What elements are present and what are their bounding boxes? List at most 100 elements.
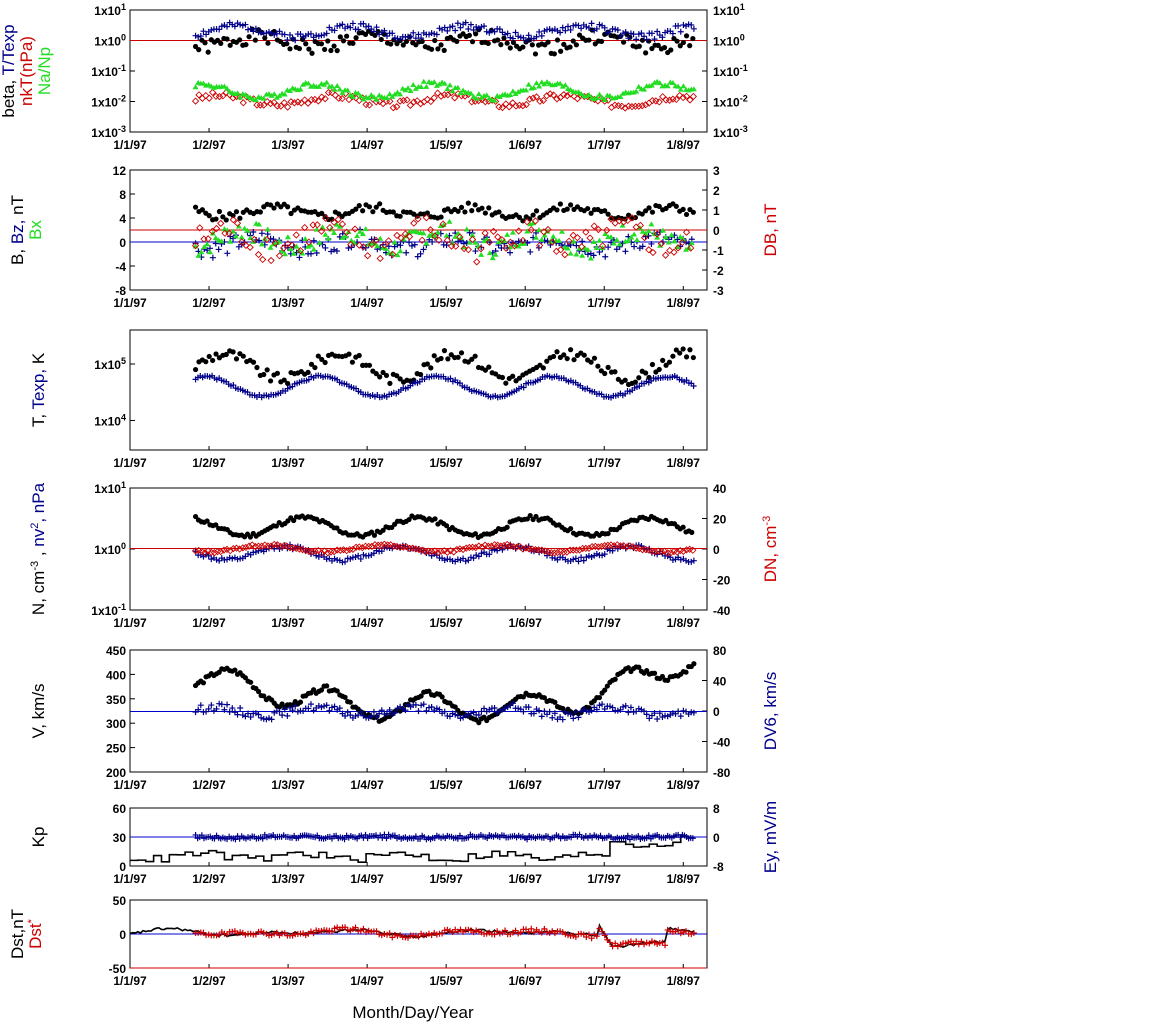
point-T bbox=[274, 370, 280, 376]
point-nkt bbox=[621, 104, 629, 112]
ytick-right-label: 0 bbox=[713, 831, 720, 845]
point-DV6 bbox=[454, 712, 461, 719]
series-Kp bbox=[130, 835, 690, 863]
point-DstStar bbox=[596, 925, 603, 932]
point-N bbox=[568, 526, 574, 532]
point-DN bbox=[604, 541, 612, 549]
point-DV6 bbox=[221, 706, 228, 713]
point-DV6 bbox=[593, 706, 600, 713]
point-B bbox=[530, 212, 536, 218]
point-DN bbox=[472, 543, 480, 552]
xtick-label: 1/6/97 bbox=[509, 296, 543, 310]
point-ttexp bbox=[585, 24, 592, 31]
point-Bx bbox=[608, 234, 615, 240]
point-ttexp bbox=[250, 28, 257, 35]
point-Bz bbox=[264, 231, 271, 238]
point-beta bbox=[205, 49, 211, 55]
point-beta bbox=[510, 39, 517, 46]
point-DB bbox=[225, 229, 233, 237]
point-DstStar bbox=[475, 928, 482, 935]
point-DstStar bbox=[585, 931, 592, 938]
point-ttexp bbox=[659, 34, 666, 41]
point-DB bbox=[305, 238, 313, 246]
xtick-label: 1/4/97 bbox=[350, 296, 384, 310]
ytick-left-label: 1x10-2 bbox=[91, 94, 126, 110]
point-nanp bbox=[315, 83, 322, 89]
point-nkt bbox=[260, 101, 268, 109]
point-T bbox=[441, 348, 448, 354]
point-T bbox=[503, 380, 509, 386]
panel-p4: 1x10-1 1x100 1x101 -40 -20 0 20 40 1/1/97 1/2/97 1… bbox=[29, 480, 780, 630]
point-DB bbox=[586, 234, 594, 242]
point-DB bbox=[271, 239, 279, 247]
point-T bbox=[206, 353, 212, 360]
point-ttexp bbox=[675, 22, 682, 29]
point-nkt bbox=[563, 92, 571, 100]
point-DstStar bbox=[659, 939, 666, 946]
point-ttexp bbox=[192, 32, 199, 39]
ytick-left-label: 250 bbox=[106, 742, 126, 756]
point-V bbox=[261, 693, 267, 699]
point-ttexp bbox=[690, 25, 697, 32]
point-DstStar bbox=[328, 928, 335, 935]
point-DB bbox=[628, 214, 636, 222]
point-DN bbox=[320, 547, 329, 555]
point-Bz bbox=[403, 249, 410, 256]
point-ttexp bbox=[373, 24, 380, 31]
series-beta bbox=[192, 26, 696, 57]
point-Bx bbox=[267, 244, 274, 250]
point-nkt bbox=[539, 96, 547, 105]
point-N bbox=[334, 525, 340, 531]
point-ttexp bbox=[407, 33, 414, 40]
ytick-left-label: 1x101 bbox=[94, 480, 126, 496]
point-beta bbox=[306, 46, 312, 52]
point-DstStar bbox=[473, 927, 480, 934]
point-DB bbox=[569, 231, 577, 239]
point-Bz bbox=[256, 237, 263, 244]
point-nanp bbox=[559, 83, 566, 89]
point-nanp bbox=[384, 95, 391, 101]
point-B bbox=[438, 214, 444, 220]
point-Bx bbox=[535, 227, 542, 233]
point-ttexp bbox=[247, 25, 254, 32]
point-DB bbox=[200, 235, 208, 243]
point-DstStar bbox=[536, 928, 543, 935]
point-Bz bbox=[605, 244, 612, 251]
point-nv2 bbox=[378, 548, 385, 555]
point-ttexp bbox=[441, 24, 448, 31]
point-nv2 bbox=[683, 557, 690, 564]
point-DB bbox=[334, 215, 342, 224]
point-DV6 bbox=[218, 701, 225, 708]
point-DV6 bbox=[567, 711, 574, 718]
point-Bz bbox=[224, 250, 231, 257]
point-ttexp bbox=[349, 20, 356, 27]
point-T bbox=[417, 371, 424, 378]
point-nkt bbox=[522, 100, 530, 109]
point-B bbox=[472, 202, 478, 208]
point-T bbox=[472, 353, 478, 359]
point-DB bbox=[414, 215, 422, 223]
point-DB bbox=[435, 236, 443, 244]
point-B bbox=[233, 209, 240, 215]
point-T bbox=[632, 379, 638, 385]
point-ttexp bbox=[271, 31, 278, 38]
point-ttexp bbox=[507, 34, 514, 41]
point-nv2 bbox=[669, 557, 676, 563]
point-N bbox=[406, 516, 412, 523]
point-DstStar bbox=[528, 925, 535, 932]
point-DB bbox=[657, 239, 666, 248]
point-Bx bbox=[195, 252, 202, 258]
point-DB bbox=[460, 245, 468, 253]
point-DB bbox=[351, 225, 359, 233]
point-T bbox=[305, 369, 311, 375]
point-beta bbox=[668, 47, 674, 53]
point-V bbox=[683, 669, 689, 675]
point-nkt bbox=[676, 91, 684, 100]
point-beta bbox=[284, 41, 290, 47]
point-N bbox=[204, 518, 210, 524]
point-DstStar bbox=[635, 941, 642, 948]
point-beta bbox=[507, 45, 513, 51]
point-DN bbox=[374, 541, 382, 549]
